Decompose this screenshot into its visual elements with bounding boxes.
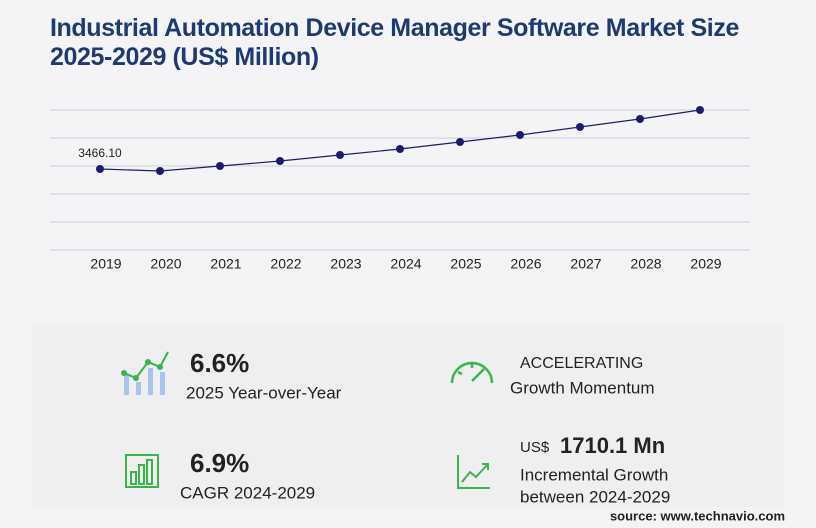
marker [96,165,104,174]
icon-trend [457,455,490,489]
x-tick-label: 2024 [390,256,421,272]
x-tick-label: 2019 [90,256,121,272]
marker [276,157,284,166]
stat-label: between 2024-2029 [520,487,670,506]
stat-label: Growth Momentum [510,378,655,397]
stat-value: 6.6% [190,348,249,378]
x-tick-label: 2025 [450,256,481,272]
x-tick-label: 2028 [630,256,661,272]
stat-label: CAGR 2024-2029 [180,483,315,502]
x-tick-label: 2021 [210,256,241,272]
marker [396,145,404,154]
x-tick-label: 2026 [510,256,541,272]
marker [696,106,704,114]
marker [456,138,464,147]
marker [156,167,164,176]
stat-label: 2025 Year-over-Year [186,383,342,402]
x-tick-label: 2020 [150,256,181,272]
source: source: www.technavio.com [610,508,785,523]
x-tick-label: 2029 [690,256,721,272]
stat-label: Incremental Growth [520,465,668,484]
marker [576,123,584,132]
icon-bars [125,454,159,488]
grid [50,109,750,251]
icon-gauge [450,361,494,384]
line [99,109,701,172]
x-tick-label: 2022 [270,256,301,272]
x-tick-label: 2027 [570,256,601,272]
marker [336,151,344,160]
stat-value: ACCELERATING [520,355,643,372]
stat-value: 6.9% [190,448,249,478]
marker [636,114,644,123]
data-label: 3466.10 [78,146,122,160]
title: Industrial Automation Device Manager Sof… [50,14,739,71]
marker [516,131,524,140]
icon-growth [121,351,169,395]
marker [216,162,224,171]
stat-value: 1710.1 Mn [560,433,665,458]
stat-prefix: US$ [520,439,550,456]
x-tick-label: 2023 [330,256,361,272]
